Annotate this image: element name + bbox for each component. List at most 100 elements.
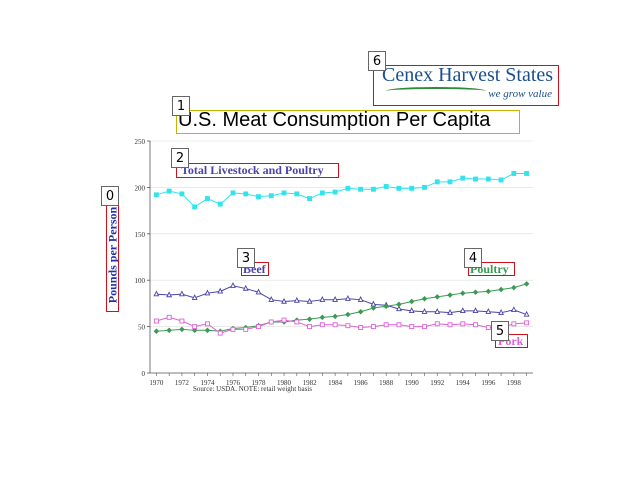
chart-axes [149, 141, 533, 374]
x-tick-label: 1978 [252, 379, 267, 387]
data-point-poultry [204, 327, 211, 334]
data-point-pork [345, 323, 351, 329]
annotation-tag-1: 1 [172, 96, 190, 116]
data-point-pork [319, 322, 325, 328]
data-point-beef [191, 294, 198, 300]
data-point-beef [510, 306, 517, 313]
data-point-beef [485, 308, 492, 314]
series-line-beef [156, 285, 527, 316]
series-total [153, 171, 530, 210]
data-point-total [294, 191, 300, 197]
data-point-poultry [306, 316, 313, 322]
data-point-beef [319, 295, 326, 302]
data-point-total [256, 194, 261, 200]
data-point-poultry [332, 313, 338, 320]
data-point-beef [408, 307, 415, 313]
data-point-total [217, 201, 223, 207]
data-point-poultry [166, 327, 172, 334]
data-point-poultry [319, 314, 326, 321]
data-point-poultry [511, 284, 517, 291]
data-point-beef [332, 295, 339, 302]
data-point-beef [459, 307, 466, 313]
data-point-total [268, 193, 274, 199]
annotation-box-0 [106, 201, 119, 312]
data-point-total [460, 175, 466, 181]
data-point-pork [409, 324, 415, 330]
data-point-pork [383, 322, 389, 328]
data-point-poultry [472, 289, 479, 296]
data-point-poultry [421, 295, 428, 302]
x-tick-label: 1982 [303, 379, 318, 387]
data-point-beef [344, 295, 351, 301]
data-point-pork [153, 318, 159, 324]
data-point-total [179, 191, 185, 197]
data-point-pork [511, 321, 517, 327]
data-point-beef [293, 296, 300, 303]
data-point-total [332, 189, 338, 195]
data-point-total [243, 191, 249, 197]
data-point-poultry [153, 328, 160, 335]
annotation-tag-5: 5 [491, 321, 509, 341]
data-point-pork [204, 321, 210, 327]
data-point-total [230, 190, 236, 196]
series-beef [153, 282, 530, 317]
data-point-pork [281, 317, 287, 323]
annotation-tag-6: 6 [368, 51, 386, 71]
data-point-beef [242, 284, 249, 291]
data-point-beef [281, 297, 287, 304]
data-point-poultry [523, 281, 530, 287]
logo-tagline: we grow value [488, 88, 552, 100]
annotation-box-2 [176, 163, 339, 178]
annotation-tag-4: 4 [464, 248, 482, 268]
data-point-pork [460, 321, 466, 327]
source-note: Source: USDA. NOTE: retail weight basis [193, 385, 312, 393]
data-point-pork [166, 314, 172, 320]
x-tick-label: 1992 [430, 379, 445, 387]
data-point-poultry [408, 298, 415, 305]
series-pork [153, 314, 530, 336]
annotation-tag-3: 3 [237, 248, 255, 268]
data-point-poultry [498, 286, 504, 293]
data-point-pork [256, 324, 261, 330]
data-point-total [396, 185, 402, 191]
y-tick-label: 150 [135, 231, 146, 239]
data-point-pork [243, 326, 249, 332]
data-point-poultry [383, 303, 389, 309]
data-point-beef [357, 295, 364, 302]
annotation-box-3 [241, 262, 269, 276]
data-point-total [447, 179, 453, 185]
data-point-total [511, 171, 517, 176]
data-point-poultry [357, 308, 364, 315]
y-tick-label: 100 [135, 277, 146, 285]
data-point-total [473, 176, 478, 182]
data-point-beef [434, 308, 441, 314]
x-tick-label: 1974 [200, 379, 215, 387]
data-point-beef [268, 295, 275, 302]
data-point-poultry [460, 290, 466, 296]
data-point-beef [153, 290, 160, 297]
data-point-poultry [370, 305, 377, 311]
data-point-beef [396, 305, 402, 312]
label-total: Total Livestock and Poultry [181, 163, 324, 177]
data-point-total [307, 196, 313, 201]
data-point-poultry [191, 327, 198, 334]
x-tick-label: 1986 [354, 379, 369, 387]
annotation-box-6 [373, 65, 559, 106]
data-point-pork [192, 324, 198, 330]
chart-gridlines [150, 140, 533, 327]
data-point-beef [472, 307, 479, 313]
data-point-poultry [179, 326, 185, 333]
data-point-pork [434, 321, 440, 327]
x-tick-label: 1998 [507, 379, 522, 387]
logo-name: Cenex Harvest States [382, 64, 554, 86]
data-point-pork [332, 322, 338, 328]
x-tick-label: 1970 [149, 379, 164, 387]
annotation-box-1 [176, 110, 520, 134]
y-tick-label: 50 [138, 324, 146, 332]
data-point-pork [268, 319, 274, 325]
chart-series [153, 171, 530, 336]
y-tick-label: 0 [142, 370, 146, 378]
data-point-poultry [434, 294, 441, 300]
data-point-pork [524, 320, 530, 326]
